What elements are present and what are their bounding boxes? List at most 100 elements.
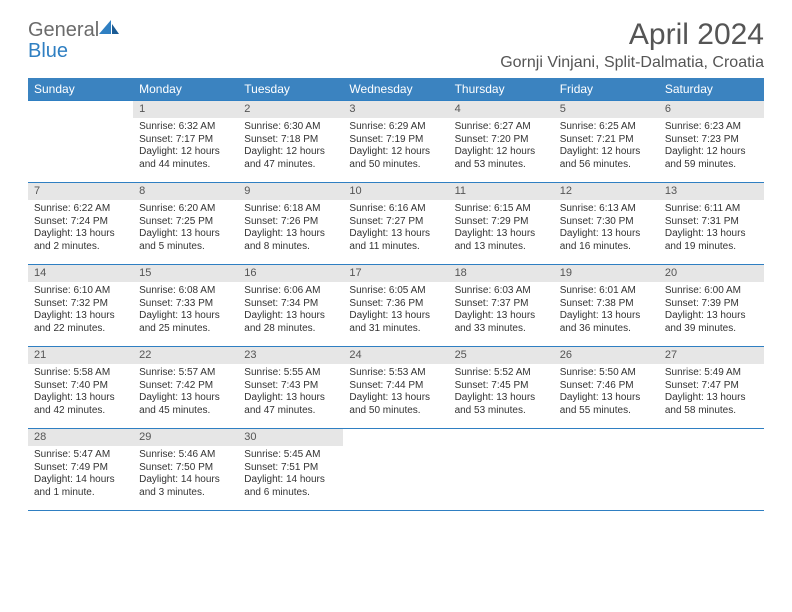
calendar-cell: 10Sunrise: 6:16 AMSunset: 7:27 PMDayligh… [343,183,448,265]
daylight-text: Daylight: 13 hours and 8 minutes. [244,228,337,253]
day-detail: Sunrise: 6:16 AMSunset: 7:27 PMDaylight:… [343,200,448,257]
day-detail: Sunrise: 6:18 AMSunset: 7:26 PMDaylight:… [238,200,343,257]
sunrise-text: Sunrise: 6:03 AM [455,285,548,298]
day-number: 15 [133,265,238,282]
day-detail: Sunrise: 5:47 AMSunset: 7:49 PMDaylight:… [28,446,133,503]
day-detail: Sunrise: 6:29 AMSunset: 7:19 PMDaylight:… [343,118,448,175]
daylight-text: Daylight: 13 hours and 2 minutes. [34,228,127,253]
calendar-cell: 28Sunrise: 5:47 AMSunset: 7:49 PMDayligh… [28,429,133,511]
calendar-cell [28,101,133,183]
day-number: 4 [449,101,554,118]
calendar-cell: 21Sunrise: 5:58 AMSunset: 7:40 PMDayligh… [28,347,133,429]
day-number: 16 [238,265,343,282]
day-detail: Sunrise: 6:01 AMSunset: 7:38 PMDaylight:… [554,282,659,339]
day-detail: Sunrise: 6:20 AMSunset: 7:25 PMDaylight:… [133,200,238,257]
sunrise-text: Sunrise: 6:25 AM [560,121,653,134]
sunset-text: Sunset: 7:17 PM [139,134,232,147]
calendar-cell [554,429,659,511]
calendar-cell: 15Sunrise: 6:08 AMSunset: 7:33 PMDayligh… [133,265,238,347]
day-detail: Sunrise: 5:53 AMSunset: 7:44 PMDaylight:… [343,364,448,421]
daylight-text: Daylight: 13 hours and 58 minutes. [665,392,758,417]
sunset-text: Sunset: 7:40 PM [34,380,127,393]
sunset-text: Sunset: 7:25 PM [139,216,232,229]
sunset-text: Sunset: 7:23 PM [665,134,758,147]
daylight-text: Daylight: 14 hours and 3 minutes. [139,474,232,499]
header: General Blue April 2024 Gornji Vinjani, … [28,18,764,72]
day-detail: Sunrise: 5:58 AMSunset: 7:40 PMDaylight:… [28,364,133,421]
sunset-text: Sunset: 7:38 PM [560,298,653,311]
col-header: Thursday [449,78,554,101]
sunset-text: Sunset: 7:39 PM [665,298,758,311]
day-detail: Sunrise: 6:22 AMSunset: 7:24 PMDaylight:… [28,200,133,257]
sunset-text: Sunset: 7:46 PM [560,380,653,393]
calendar-cell: 8Sunrise: 6:20 AMSunset: 7:25 PMDaylight… [133,183,238,265]
day-number: 7 [28,183,133,200]
day-number: 18 [449,265,554,282]
sunrise-text: Sunrise: 5:53 AM [349,367,442,380]
daylight-text: Daylight: 13 hours and 11 minutes. [349,228,442,253]
day-number: 20 [659,265,764,282]
daylight-text: Daylight: 14 hours and 6 minutes. [244,474,337,499]
daylight-text: Daylight: 13 hours and 22 minutes. [34,310,127,335]
day-detail: Sunrise: 6:10 AMSunset: 7:32 PMDaylight:… [28,282,133,339]
calendar-cell: 3Sunrise: 6:29 AMSunset: 7:19 PMDaylight… [343,101,448,183]
day-detail: Sunrise: 6:03 AMSunset: 7:37 PMDaylight:… [449,282,554,339]
calendar-cell: 5Sunrise: 6:25 AMSunset: 7:21 PMDaylight… [554,101,659,183]
sunrise-text: Sunrise: 6:11 AM [665,203,758,216]
calendar-cell: 24Sunrise: 5:53 AMSunset: 7:44 PMDayligh… [343,347,448,429]
title-block: April 2024 Gornji Vinjani, Split-Dalmati… [500,18,764,72]
day-number: 23 [238,347,343,364]
day-number: 25 [449,347,554,364]
sunrise-text: Sunrise: 5:57 AM [139,367,232,380]
sunset-text: Sunset: 7:47 PM [665,380,758,393]
calendar-cell: 16Sunrise: 6:06 AMSunset: 7:34 PMDayligh… [238,265,343,347]
daylight-text: Daylight: 14 hours and 1 minute. [34,474,127,499]
sunrise-text: Sunrise: 6:20 AM [139,203,232,216]
calendar-table: Sunday Monday Tuesday Wednesday Thursday… [28,78,764,511]
calendar-cell: 30Sunrise: 5:45 AMSunset: 7:51 PMDayligh… [238,429,343,511]
sunrise-text: Sunrise: 6:06 AM [244,285,337,298]
daylight-text: Daylight: 13 hours and 28 minutes. [244,310,337,335]
sunrise-text: Sunrise: 5:55 AM [244,367,337,380]
day-detail: Sunrise: 5:55 AMSunset: 7:43 PMDaylight:… [238,364,343,421]
brand-name-gray: General [28,19,99,41]
sunrise-text: Sunrise: 6:00 AM [665,285,758,298]
calendar-cell: 18Sunrise: 6:03 AMSunset: 7:37 PMDayligh… [449,265,554,347]
calendar-cell [659,429,764,511]
sunset-text: Sunset: 7:29 PM [455,216,548,229]
day-number: 22 [133,347,238,364]
sunset-text: Sunset: 7:42 PM [139,380,232,393]
day-detail: Sunrise: 5:50 AMSunset: 7:46 PMDaylight:… [554,364,659,421]
calendar-cell: 13Sunrise: 6:11 AMSunset: 7:31 PMDayligh… [659,183,764,265]
day-number: 27 [659,347,764,364]
sunset-text: Sunset: 7:37 PM [455,298,548,311]
calendar-week-row: 14Sunrise: 6:10 AMSunset: 7:32 PMDayligh… [28,265,764,347]
day-detail: Sunrise: 6:08 AMSunset: 7:33 PMDaylight:… [133,282,238,339]
brand-text: General Blue [28,18,121,62]
day-number: 30 [238,429,343,446]
day-number: 9 [238,183,343,200]
sunset-text: Sunset: 7:30 PM [560,216,653,229]
sunrise-text: Sunrise: 6:15 AM [455,203,548,216]
sunrise-text: Sunrise: 6:22 AM [34,203,127,216]
calendar-week-row: 28Sunrise: 5:47 AMSunset: 7:49 PMDayligh… [28,429,764,511]
day-detail: Sunrise: 5:57 AMSunset: 7:42 PMDaylight:… [133,364,238,421]
calendar-cell: 6Sunrise: 6:23 AMSunset: 7:23 PMDaylight… [659,101,764,183]
day-detail: Sunrise: 6:13 AMSunset: 7:30 PMDaylight:… [554,200,659,257]
sunset-text: Sunset: 7:27 PM [349,216,442,229]
sunset-text: Sunset: 7:49 PM [34,462,127,475]
daylight-text: Daylight: 13 hours and 42 minutes. [34,392,127,417]
sunset-text: Sunset: 7:21 PM [560,134,653,147]
daylight-text: Daylight: 12 hours and 50 minutes. [349,146,442,171]
day-number: 6 [659,101,764,118]
daylight-text: Daylight: 12 hours and 53 minutes. [455,146,548,171]
daylight-text: Daylight: 13 hours and 36 minutes. [560,310,653,335]
daylight-text: Daylight: 13 hours and 55 minutes. [560,392,653,417]
sunrise-text: Sunrise: 6:29 AM [349,121,442,134]
sunrise-text: Sunrise: 6:13 AM [560,203,653,216]
col-header: Tuesday [238,78,343,101]
calendar-cell [449,429,554,511]
sunrise-text: Sunrise: 6:30 AM [244,121,337,134]
calendar-week-row: 1Sunrise: 6:32 AMSunset: 7:17 PMDaylight… [28,101,764,183]
day-detail: Sunrise: 5:45 AMSunset: 7:51 PMDaylight:… [238,446,343,503]
